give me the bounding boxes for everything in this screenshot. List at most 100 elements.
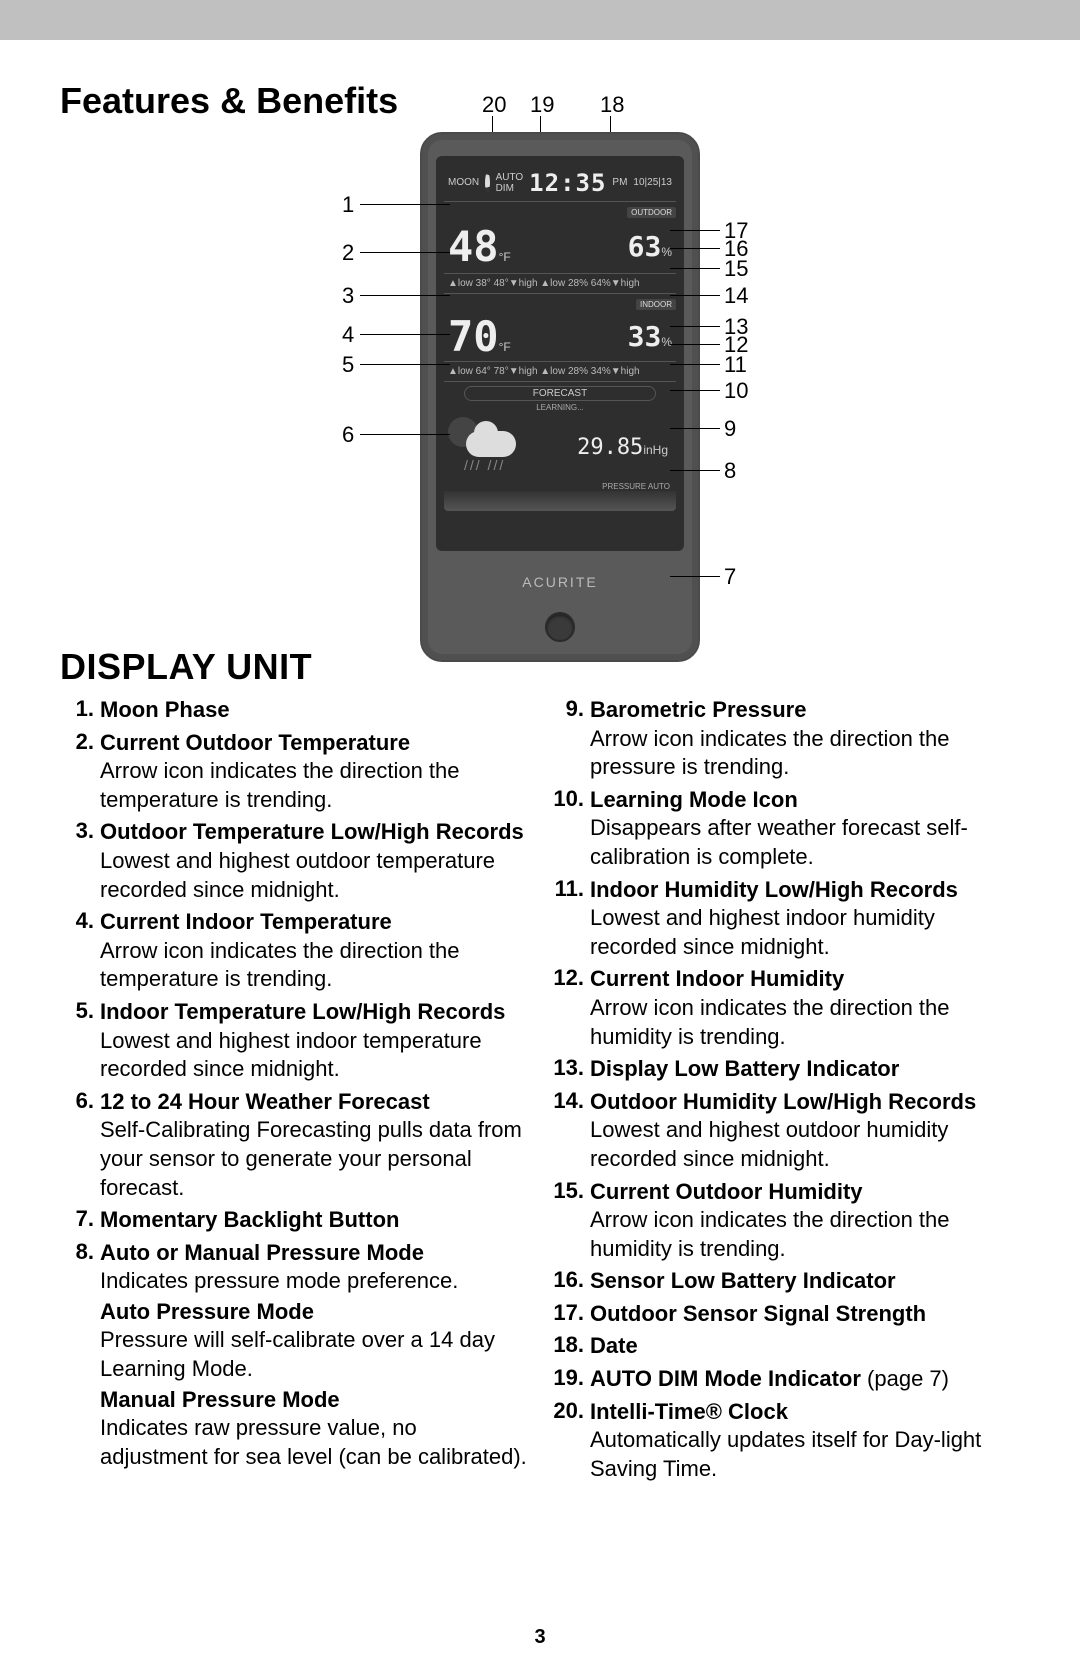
feature-item-body: Current Outdoor HumidityArrow icon indic… [590,1178,1020,1264]
feature-item: 1.Moon Phase [60,696,530,725]
feature-item-title: Current Outdoor Temperature [100,730,410,755]
feature-item-title: Outdoor Sensor Signal Strength [590,1301,926,1326]
callout-line [360,295,450,296]
forecast-label: FORECAST [464,386,656,401]
feature-item: 6.12 to 24 Hour Weather ForecastSelf-Cal… [60,1088,530,1202]
callout-number: 5 [342,352,354,378]
feature-item-subdesc: Indicates raw pressure value, no adjustm… [100,1414,530,1471]
callout-line [360,434,450,435]
feature-item: 18.Date [550,1332,1020,1361]
feature-item: 17.Outdoor Sensor Signal Strength [550,1300,1020,1329]
feature-item-desc: Arrow icon indicates the direction the t… [100,757,530,814]
feature-item-body: Moon Phase [100,696,530,725]
top-gray-bar [0,0,1080,40]
callout-number: 14 [724,283,748,309]
lcd-row-indoor: 70°F 33% [444,312,676,362]
feature-item-number: 11. [550,876,590,962]
device-screen: MOON AUTO DIM 12:35 PM 10|25|13 OUTDOOR … [436,156,684,551]
callout-line [360,204,450,205]
feature-item: 4.Current Indoor TemperatureArrow icon i… [60,908,530,994]
feature-item-title: Outdoor Humidity Low/High Records [590,1089,976,1114]
feature-item: 11.Indoor Humidity Low/High RecordsLowes… [550,876,1020,962]
diagram-area: 201918 MOON AUTO DIM 12:35 PM 10|25|13 O… [60,82,1020,642]
feature-item-body: Display Low Battery Indicator [590,1055,1020,1084]
feature-item: 19.AUTO DIM Mode Indicator (page 7) [550,1365,1020,1394]
feature-item-desc: Lowest and highest indoor humidity recor… [590,904,1020,961]
outdoor-records: ▲low 38° 48°▼high ▲low 28% 64%▼high [444,274,676,294]
lcd-row-outdoor: 48°F 63% [444,220,676,274]
feature-item-title: Date [590,1333,638,1358]
callout-number: 11 [724,352,747,378]
brand-label: ACURITE [422,574,698,590]
feature-item-title: Auto or Manual Pressure Mode [100,1240,424,1265]
feature-item-title: Indoor Temperature Low/High Records [100,999,505,1024]
feature-item-desc: Arrow icon indicates the direction the h… [590,994,1020,1051]
lcd-row-forecast: /// /// 29.85inHg [444,412,676,482]
callout-number: 18 [600,92,624,118]
feature-item: 9.Barometric PressureArrow icon indicate… [550,696,1020,782]
callout-line [670,295,720,296]
feature-item-body: Momentary Backlight Button [100,1206,530,1235]
callout-line [670,470,720,471]
feature-item-body: Sensor Low Battery Indicator [590,1267,1020,1296]
feature-item-title: Current Indoor Temperature [100,909,392,934]
callout-line [670,344,720,345]
callout-line [360,334,450,335]
feature-item-number: 18. [550,1332,590,1361]
feature-item-number: 13. [550,1055,590,1084]
indoor-hum-unit: % [661,335,672,349]
feature-item-title: AUTO DIM Mode Indicator [590,1366,861,1391]
feature-item-body: Auto or Manual Pressure ModeIndicates pr… [100,1239,530,1472]
feature-item: 12.Current Indoor HumidityArrow icon ind… [550,965,1020,1051]
feature-item: 15.Current Outdoor HumidityArrow icon in… [550,1178,1020,1264]
feature-column-right: 9.Barometric PressureArrow icon indicate… [550,696,1020,1487]
feature-item-number: 5. [60,998,100,1084]
outdoor-temp-unit: °F [499,250,511,264]
feature-item-number: 10. [550,786,590,872]
indoor-badge: INDOOR [636,299,676,310]
indoor-temp-unit: °F [499,340,511,354]
feature-item-number: 7. [60,1206,100,1235]
feature-item: 16.Sensor Low Battery Indicator [550,1267,1020,1296]
feature-item-desc: Lowest and highest outdoor temperature r… [100,847,530,904]
feature-item-body: Indoor Humidity Low/High RecordsLowest a… [590,876,1020,962]
feature-item-body: Learning Mode IconDisappears after weath… [590,786,1020,872]
feature-item: 5.Indoor Temperature Low/High RecordsLow… [60,998,530,1084]
clock-date: 10|25|13 [633,177,672,188]
feature-item-title: Barometric Pressure [590,697,806,722]
feature-item-title: Sensor Low Battery Indicator [590,1268,896,1293]
feature-item-number: 2. [60,729,100,815]
feature-item-number: 14. [550,1088,590,1174]
page-number: 3 [0,1626,1080,1649]
feature-item: 7.Momentary Backlight Button [60,1206,530,1235]
callout-line [670,248,720,249]
feature-item-number: 20. [550,1398,590,1484]
feature-item-title: Moon Phase [100,697,230,722]
feature-item-number: 17. [550,1300,590,1329]
feature-item-body: AUTO DIM Mode Indicator (page 7) [590,1365,1020,1394]
feature-item-number: 3. [60,818,100,904]
callout-number: 9 [724,416,736,442]
feature-item-body: Indoor Temperature Low/High RecordsLowes… [100,998,530,1084]
callout-number: 20 [482,92,506,118]
feature-item-number: 1. [60,696,100,725]
callout-number: 10 [724,378,748,404]
feature-column-left: 1.Moon Phase2.Current Outdoor Temperatur… [60,696,530,1487]
weather-forecast-icon: /// /// [448,417,528,477]
feature-item-body: Outdoor Sensor Signal Strength [590,1300,1020,1329]
callout-line [670,268,720,269]
feature-item-body: Current Indoor TemperatureArrow icon ind… [100,908,530,994]
feature-item-number: 19. [550,1365,590,1394]
device-body: MOON AUTO DIM 12:35 PM 10|25|13 OUTDOOR … [420,132,700,662]
feature-item-title: Display Low Battery Indicator [590,1056,899,1081]
feature-item-number: 16. [550,1267,590,1296]
feature-item-title: Intelli-Time® Clock [590,1399,788,1424]
feature-item-subdesc: Pressure will self-calibrate over a 14 d… [100,1326,530,1383]
feature-item-title: Indoor Humidity Low/High Records [590,877,958,902]
feature-item-desc: Arrow icon indicates the direction the h… [590,1206,1020,1263]
pressure-unit: inHg [643,443,668,457]
indoor-temp: 70 [448,312,499,361]
backlight-button[interactable] [545,612,575,642]
feature-item-title: Momentary Backlight Button [100,1207,399,1232]
indoor-hum: 33 [628,320,662,353]
